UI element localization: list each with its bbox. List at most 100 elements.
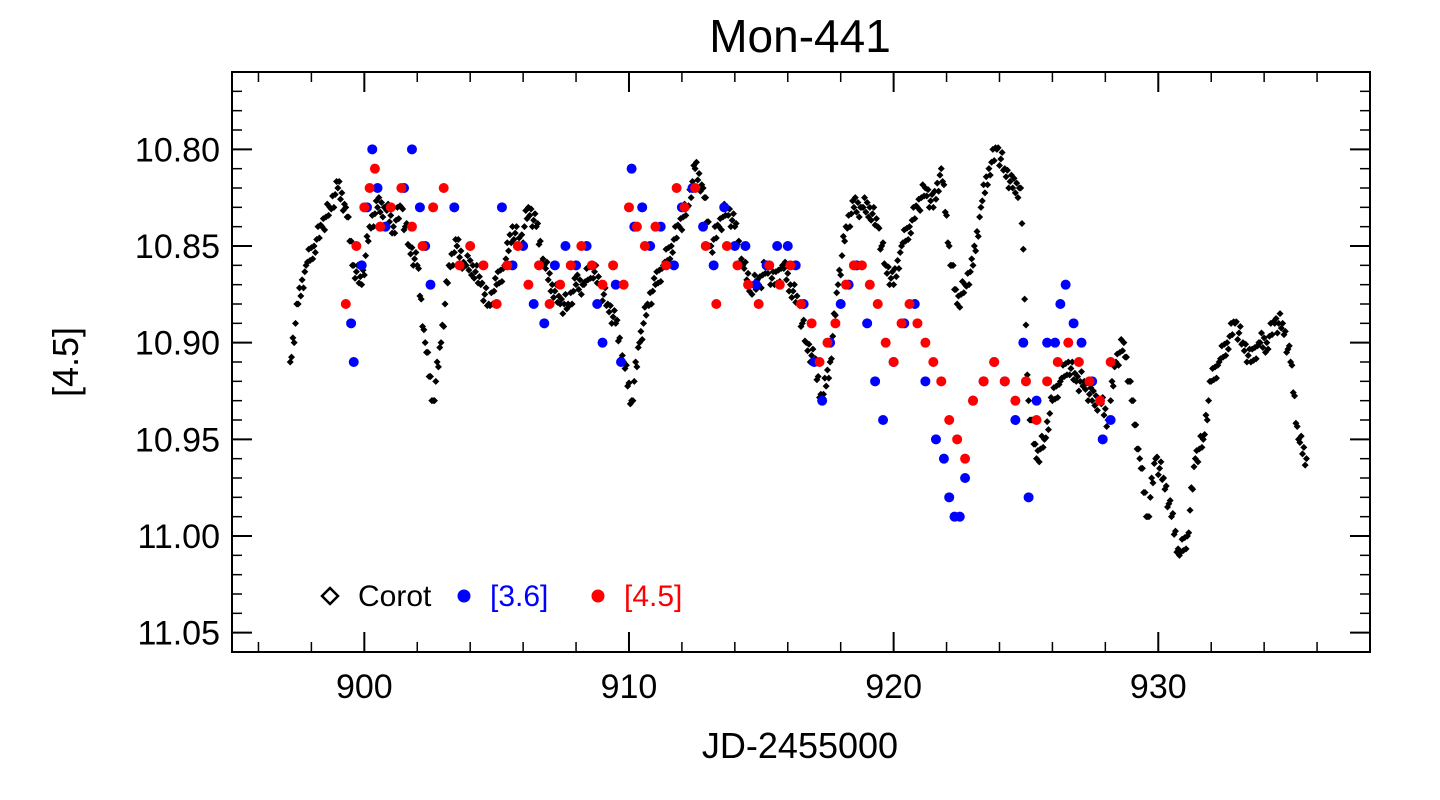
corot-point: [1185, 529, 1193, 537]
corot-point: [1035, 458, 1043, 466]
corot-point: [764, 269, 772, 277]
corot-point: [887, 274, 895, 282]
corot-point: [576, 276, 584, 284]
corot-point: [464, 252, 472, 260]
corot-point: [894, 257, 902, 264]
corot-point: [503, 239, 511, 247]
irac-ch2-point: [711, 299, 722, 309]
irac-ch2-point: [597, 279, 608, 290]
corot-point: [906, 223, 914, 231]
corot-point: [534, 219, 542, 227]
corot-point: [473, 261, 481, 269]
corot-point: [595, 273, 603, 281]
corot-point: [407, 250, 415, 258]
corot-point: [1281, 327, 1289, 335]
corot-point: [1149, 479, 1157, 487]
corot-point: [972, 247, 980, 255]
irac-ch2-point: [944, 415, 955, 425]
corot-point: [732, 219, 740, 227]
irac-ch2-point: [406, 221, 417, 232]
corot-point: [973, 228, 981, 235]
irac-ch2-point: [1020, 376, 1031, 387]
irac-ch2-point: [623, 202, 634, 213]
irac-ch1-point: [862, 318, 873, 329]
irac-ch2-point: [968, 395, 979, 406]
corot-point: [1190, 463, 1198, 471]
corot-point: [426, 373, 434, 380]
corot-point: [462, 261, 470, 269]
corot-point: [478, 279, 486, 287]
corot-point: [969, 261, 977, 269]
corot-point: [1132, 421, 1140, 429]
corot-point: [724, 211, 732, 219]
irac-ch2-point: [732, 260, 743, 271]
irac-ch2-point: [920, 337, 931, 348]
irac-ch1-point: [1042, 337, 1053, 348]
corot-point: [1275, 319, 1283, 327]
irac-ch2-point: [465, 241, 476, 251]
irac-ch1-point: [817, 395, 828, 406]
corot-point: [846, 223, 854, 231]
corot-point: [1126, 377, 1134, 385]
corot-point: [1054, 393, 1062, 401]
corot-point: [945, 242, 953, 250]
corot-point: [539, 255, 547, 263]
corot-point: [1085, 390, 1093, 398]
irac-ch2-point: [438, 183, 449, 193]
corot-point: [839, 232, 847, 240]
corot-point: [1277, 324, 1285, 332]
corot-point: [530, 216, 538, 224]
irac-ch2-point: [364, 183, 375, 193]
legend-ch1-marker-icon: [457, 589, 471, 603]
y-tick-label: 10.80: [135, 131, 220, 169]
corot-point: [560, 300, 568, 308]
corot-point: [708, 248, 716, 256]
corot-point: [1136, 455, 1144, 463]
plot-frame-layer: [231, 71, 1371, 653]
corot-point: [851, 194, 859, 202]
corot-point: [509, 223, 517, 231]
corot-point: [1141, 489, 1149, 496]
corot-point: [526, 211, 534, 219]
corot-point: [891, 265, 899, 273]
irac-ch2-point: [369, 163, 380, 174]
corot-point: [469, 261, 477, 269]
corot-point: [994, 144, 1002, 152]
corot-point: [391, 229, 399, 237]
irac-ch2-point: [822, 337, 833, 348]
corot-point: [647, 300, 655, 308]
corot-point: [1011, 189, 1019, 197]
corot-point: [937, 165, 945, 173]
irac-ch1-point: [668, 260, 679, 271]
irac-ch1-point: [698, 221, 709, 232]
corot-point: [1014, 194, 1022, 202]
corot-point: [335, 178, 343, 186]
y-tick-label: 10.95: [135, 421, 220, 459]
irac-ch1-point: [356, 260, 367, 271]
corot-point: [1268, 331, 1276, 339]
corot-point: [311, 248, 319, 256]
corot-point: [475, 273, 483, 281]
corot-point: [695, 170, 703, 177]
corot-point: [986, 171, 994, 179]
corot-point: [561, 290, 569, 298]
corot-point: [338, 189, 346, 197]
irac-ch2-point: [928, 357, 939, 367]
corot-point: [557, 295, 565, 303]
legend-ch2-marker-icon: [591, 589, 605, 603]
corot-point: [610, 306, 618, 314]
axis-layer: 900 910 920 930 10.80 10.85 10.90 10.95 11.00 11.…: [135, 71, 1370, 706]
corot-point: [528, 223, 536, 231]
corot-point: [409, 261, 417, 269]
chart-title: Mon-441: [709, 10, 891, 62]
corot-point: [1046, 410, 1054, 418]
irac-ch2-point: [796, 299, 806, 309]
irac-ch2-point: [396, 183, 407, 193]
corot-point: [931, 187, 939, 195]
corot-point: [453, 242, 461, 250]
corot-point: [1234, 335, 1242, 343]
y-tick-label: 10.90: [135, 325, 220, 363]
corot-point: [387, 211, 395, 219]
irac-ch2-point: [872, 299, 883, 309]
corot-point: [301, 268, 309, 276]
